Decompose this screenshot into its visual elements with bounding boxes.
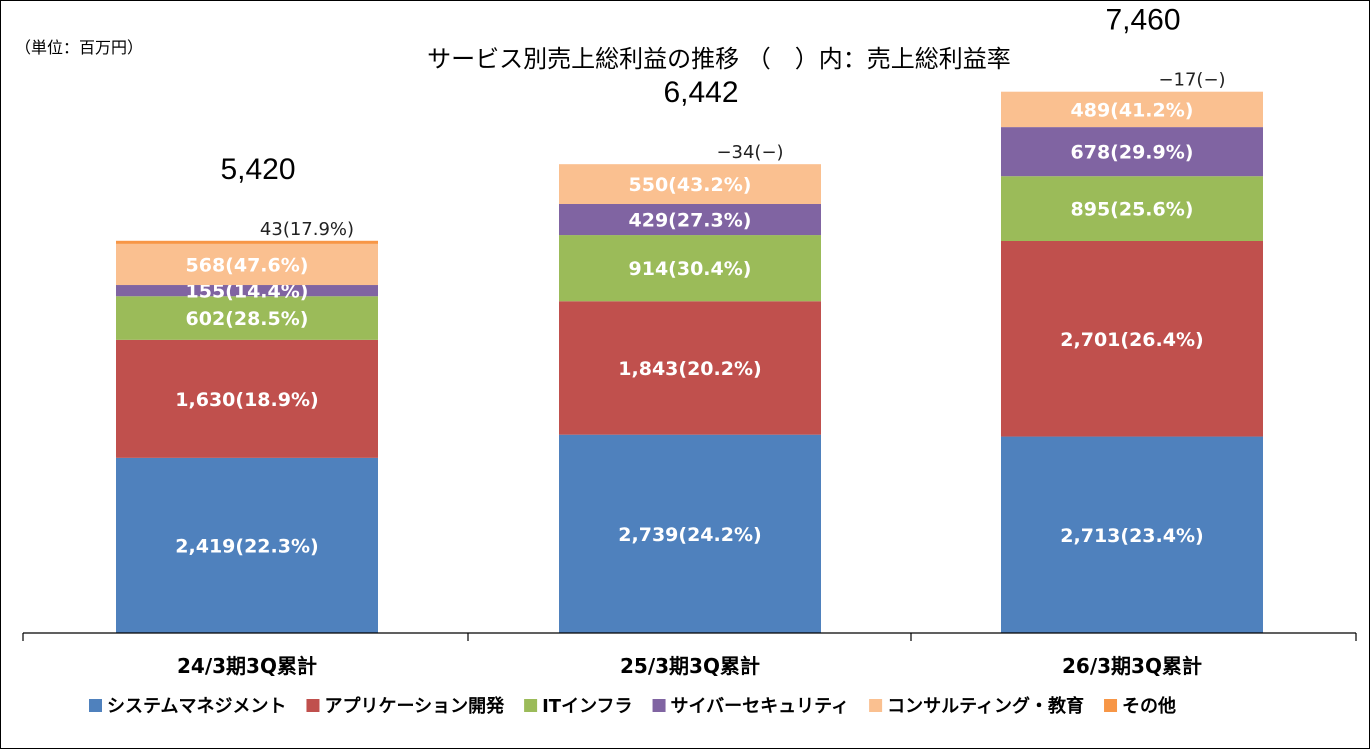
data-label: 602(28.5%): [186, 308, 309, 330]
data-label: 2,419(22.3%): [175, 535, 318, 557]
data-label-other: −17(−): [1158, 70, 1225, 91]
x-tick-label: 24/3期3Q累計: [177, 654, 317, 678]
legend-swatch: [524, 699, 538, 712]
legend-swatch: [306, 699, 320, 712]
data-label: 1,630(18.9%): [175, 389, 318, 411]
data-label: 489(41.2%): [1071, 99, 1194, 121]
data-label: 678(29.9%): [1071, 142, 1194, 164]
legend-swatch: [869, 699, 883, 712]
data-label: 568(47.6%): [186, 254, 309, 276]
unit-label: （単位：百万円）: [15, 38, 143, 57]
data-label: 914(30.4%): [629, 258, 752, 280]
legend-label: システムマネジメント: [107, 696, 286, 717]
bar-segment: [1001, 240, 1263, 437]
bar-segment: [116, 296, 378, 340]
bar-segment: [559, 204, 821, 236]
x-axis-labels: 24/3期3Q累計 25/3期3Q累計 26/3期3Q累計: [177, 654, 1202, 678]
data-label: 155(14.4%): [186, 281, 309, 303]
legend: システムマネジメント アプリケーション開発 ITインフラ サイバーセキュリティ コンサル…: [89, 695, 1176, 717]
legend-label: コンサルティング・教育: [887, 695, 1084, 717]
legend-label: アプリケーション開発: [324, 695, 505, 717]
chart-title: サービス別売上総利益の推移 （ ）内：売上総利益率: [427, 45, 1011, 73]
bar-segment: [1001, 127, 1263, 177]
legend-swatch: [652, 699, 666, 712]
bar-segment: [559, 301, 821, 435]
data-label: 1,843(20.2%): [618, 358, 761, 380]
x-tick-label: 25/3期3Q累計: [620, 654, 760, 678]
bar-segment: [116, 240, 378, 244]
data-label: 2,713(23.4%): [1060, 525, 1203, 547]
x-axis-ticks: [22, 633, 1357, 641]
data-label: 550(43.2%): [629, 174, 752, 196]
legend-label: サイバーセキュリティ: [671, 696, 850, 717]
data-label: 2,701(26.4%): [1060, 329, 1203, 351]
legend-label: その他: [1122, 695, 1176, 717]
bar-segment: [116, 243, 378, 286]
data-label: 429(27.3%): [629, 210, 752, 232]
x-tick-label: 26/3期3Q累計: [1062, 654, 1202, 678]
total-label: 6,442: [663, 76, 738, 109]
total-label: 5,420: [220, 153, 295, 186]
legend-label: ITインフラ: [542, 696, 632, 717]
bar-segment: [559, 434, 821, 633]
total-labels: 5,420 6,442 7,460: [220, 4, 1180, 186]
legend-swatch: [1104, 699, 1118, 712]
data-label-other: −34(−): [716, 142, 783, 163]
bar-segment: [116, 457, 378, 633]
data-label-other: 43(17.9%): [260, 219, 354, 240]
legend-swatch: [89, 699, 102, 712]
bar-segment: [1001, 436, 1263, 633]
bar-segment: [559, 164, 821, 204]
bars-group: 2,419(22.3%) 1,630(18.9%) 602(28.5%) 155(14…: [116, 70, 1263, 633]
data-label: 895(25.6%): [1071, 199, 1194, 221]
bar-segment: [116, 339, 378, 458]
bar-segment: [559, 235, 821, 302]
total-label: 7,460: [1105, 4, 1180, 37]
bar-segment: [116, 285, 378, 297]
bar-segment: [1001, 176, 1263, 241]
data-label: 2,739(24.2%): [618, 524, 761, 546]
bar-segment: [1001, 91, 1263, 128]
